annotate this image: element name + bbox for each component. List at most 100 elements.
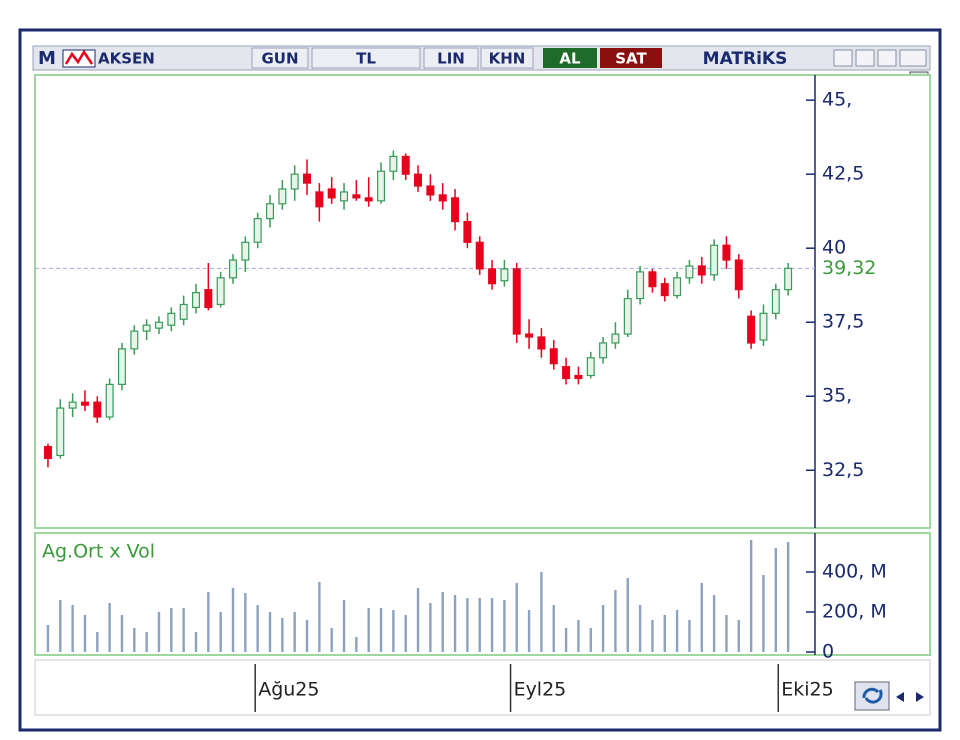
candle-body [512,268,521,335]
volume-bar [231,588,235,652]
volume-bar [133,628,136,652]
volume-bar [207,592,210,652]
candle-body [56,407,65,457]
volume-bar [651,620,654,652]
period-button[interactable] [251,47,309,69]
candle-body [488,268,497,285]
y-tick-label: 32,5 [822,459,864,481]
volume-bar [441,592,444,652]
sell-label[interactable]: SAT [615,50,647,68]
mode-button[interactable] [480,47,534,69]
volume-bar [182,608,185,652]
candle-body [352,194,361,199]
candle-body [451,197,460,223]
y-tick-label: 40 [822,237,846,259]
volume-bar [145,632,148,652]
volume-bar [762,575,765,652]
volume-bar [700,583,703,652]
candle-body [525,333,534,338]
candle-body [204,289,213,309]
scale-label[interactable]: LIN [437,50,465,68]
candle-body [117,348,126,386]
volume-bar [527,610,531,652]
candle-body [438,194,447,202]
nav-buttons[interactable] [854,681,924,711]
y-tick-label: 42,5 [822,163,864,185]
volume-bar [108,603,111,652]
volume-bar [244,593,247,652]
volume-bar [318,582,321,652]
currency-button[interactable] [311,47,421,69]
volume-bar [392,610,395,652]
candle-body [697,265,706,276]
candle-body [179,303,188,320]
volume-bar [416,588,420,652]
candle-body [315,191,324,208]
candle-body [673,277,682,297]
volume-bar [305,620,309,652]
y-tick-label: 37,5 [822,311,864,333]
x-tick-label: Eyl25 [514,679,567,701]
window-controls[interactable] [833,49,927,67]
candle-body [377,170,386,202]
candle-body [660,283,669,297]
volume-bar [614,590,617,652]
candle-body [734,259,743,291]
candle-body [364,197,373,202]
volume-panel [34,532,931,656]
candle-body [574,374,583,380]
buy-label[interactable]: AL [559,50,581,68]
y-tick-label: 400, M [822,561,887,583]
volume-bar [83,615,87,652]
volume-bar [626,578,629,652]
candle-body [130,330,139,350]
candle-body [340,191,349,202]
candle-body [562,366,571,380]
volume-bar [429,603,432,652]
volume-bar [478,598,481,652]
volume-bar [601,605,605,652]
mode-label[interactable]: KHN [489,50,526,68]
scale-button[interactable] [423,47,479,69]
volume-bar [564,628,568,652]
candle-body [475,241,484,270]
candle-body [266,203,274,220]
volume-bar [466,598,469,652]
volume-bar [256,605,259,652]
price-panel [34,74,931,529]
currency-label[interactable]: TL [356,50,376,68]
candle-body [105,383,114,418]
candle-body [80,401,89,406]
volume-bar [330,628,333,652]
candle-body [549,348,558,365]
sell-button[interactable] [600,48,662,68]
volume-bar [663,615,666,652]
x-tick-label: Eki25 [781,679,833,701]
candle-body [414,173,423,187]
x-tick-label: Ağu25 [258,679,319,701]
candle-body [722,244,731,261]
candle-body [648,271,657,288]
candle-body [253,217,262,243]
candle-body [710,244,719,276]
candle-body [229,259,237,279]
volume-bar [577,620,580,652]
candle-body [599,342,608,359]
volume-bar [515,583,518,652]
candle-body [611,333,620,344]
volume-bar [59,600,62,652]
volume-bar [589,628,592,652]
candle-body [290,173,299,190]
volume-bar [219,612,222,652]
symbol-icon [62,49,96,68]
volume-bar [638,605,642,652]
buy-button[interactable] [543,48,597,68]
candle-body [167,312,176,326]
period-label[interactable]: GUN [261,50,298,68]
toolbar-symbol[interactable]: AKSEN [98,50,155,68]
volume-bar [749,540,753,652]
volume-bar [355,637,358,652]
date-strip [34,659,931,716]
candle-body [426,185,435,196]
volume-bar [503,600,506,652]
